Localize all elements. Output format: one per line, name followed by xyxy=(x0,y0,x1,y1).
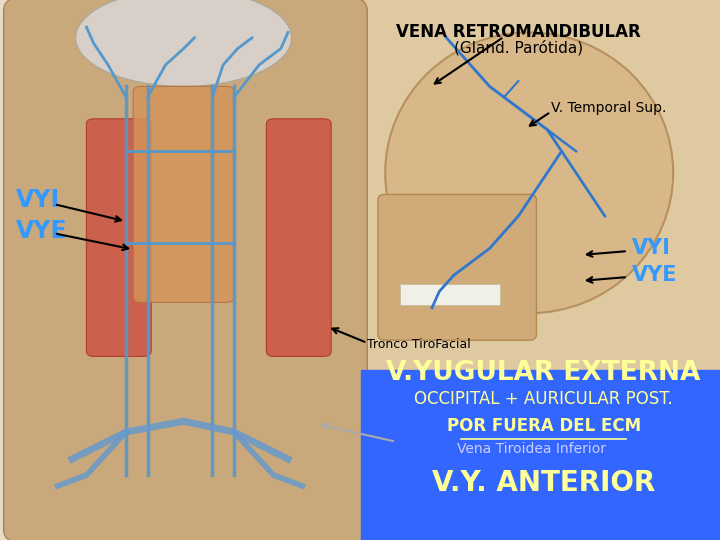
Text: VYE: VYE xyxy=(16,219,68,243)
FancyBboxPatch shape xyxy=(266,119,331,356)
Text: V.Y. ANTERIOR: V.Y. ANTERIOR xyxy=(432,469,655,497)
Ellipse shape xyxy=(385,32,673,313)
Bar xyxy=(0,0,364,540)
Text: Tronco TiroFacial: Tronco TiroFacial xyxy=(367,338,471,351)
Text: POR FUERA DEL ECM: POR FUERA DEL ECM xyxy=(446,417,641,435)
Text: V.YUGULAR EXTERNA: V.YUGULAR EXTERNA xyxy=(387,360,701,386)
Bar xyxy=(356,0,720,370)
Text: (Gland. Parótida): (Gland. Parótida) xyxy=(454,40,583,55)
Text: VENA RETROMANDIBULAR: VENA RETROMANDIBULAR xyxy=(396,23,641,42)
Text: VYI: VYI xyxy=(16,188,60,212)
Text: OCCIPITAL + AURICULAR POST.: OCCIPITAL + AURICULAR POST. xyxy=(414,390,673,408)
FancyBboxPatch shape xyxy=(86,119,151,356)
FancyBboxPatch shape xyxy=(4,0,367,540)
Bar xyxy=(400,284,500,305)
Text: VYI: VYI xyxy=(632,238,671,259)
FancyBboxPatch shape xyxy=(133,86,234,302)
Bar xyxy=(361,370,720,540)
Ellipse shape xyxy=(76,0,292,86)
Text: Vena Tiroidea Inferior: Vena Tiroidea Inferior xyxy=(457,442,606,456)
Text: VYE: VYE xyxy=(632,265,678,286)
FancyBboxPatch shape xyxy=(378,194,536,340)
Text: V. Temporal Sup.: V. Temporal Sup. xyxy=(551,101,666,115)
